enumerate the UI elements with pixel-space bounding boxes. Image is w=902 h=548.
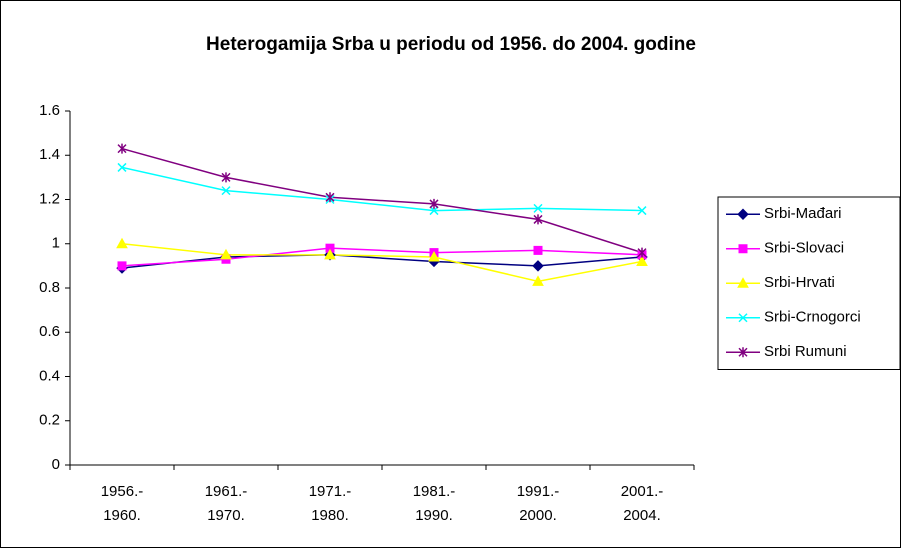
data-point [429,198,439,209]
series-line [121,254,643,269]
data-point [428,250,440,262]
data-point [637,247,647,258]
data-point [532,275,544,286]
y-tick-label: 1.4 [39,146,60,163]
y-tick-label: 0 [52,456,60,473]
x-tick-label: 1956.-1960. [101,483,144,524]
legend-marker [738,244,748,254]
y-tick-label: 1 [52,235,60,252]
data-point [116,237,128,249]
series-line [121,247,643,267]
data-point [533,214,543,225]
data-point [220,248,232,260]
data-point [117,143,127,154]
legend-label: Srbi Rumuni [764,343,847,360]
legend-marker [737,208,749,220]
y-tick-label: 0.6 [39,323,60,340]
y-tick-label: 0.8 [39,279,60,296]
data-point [221,186,231,196]
data-point [221,172,231,183]
data-point [533,203,543,213]
data-point [324,248,336,260]
legend-marker [738,313,748,323]
y-tick-label: 0.2 [39,412,60,429]
data-point [532,260,544,272]
legend-label: Srbi-Crnogorci [764,309,861,326]
series-line [121,166,643,212]
y-tick-label: 1.6 [39,102,60,119]
legend-label: Srbi-Mađari [764,205,842,222]
x-tick-label: 1971.-1980. [309,483,352,524]
x-tick-label: 1981.-1990. [413,483,456,524]
legend-label: Srbi-Hrvati [764,274,835,291]
data-point [636,255,648,266]
x-tick-label: 1991.-2000. [517,483,560,524]
y-tick-label: 1.2 [39,190,60,207]
y-tick-label: 0.4 [39,367,60,384]
data-point [429,206,439,216]
legend-marker [738,347,748,358]
x-tick-label: 2001.-2004. [621,483,664,524]
data-point [533,245,543,255]
data-point [325,192,335,203]
chart-title: Heterogamija Srba u periodu od 1956. do … [206,34,696,55]
legend-marker [737,277,749,288]
series-line [121,243,643,283]
data-point [117,261,127,271]
legend-label: Srbi-Slovaci [764,240,844,257]
series-line [121,147,643,254]
data-point [637,206,647,216]
data-point [117,162,127,172]
x-tick-label: 1961.-1970. [205,483,248,524]
